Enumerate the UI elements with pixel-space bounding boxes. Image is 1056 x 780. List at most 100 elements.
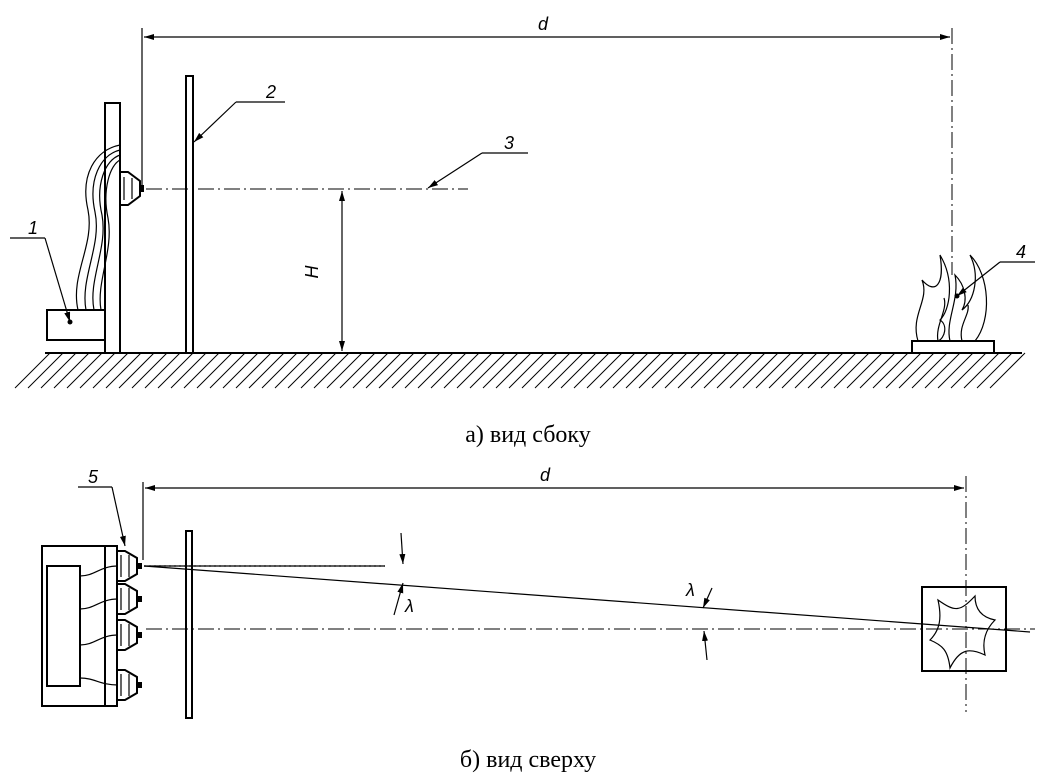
hatch-line	[404, 352, 441, 389]
flame	[915, 254, 951, 342]
hatch-line	[924, 352, 961, 389]
hatch-line	[40, 352, 77, 389]
device-base-block	[46, 309, 106, 341]
callout-3-label: 3	[504, 133, 514, 153]
callout-5: 5	[78, 467, 126, 547]
flame	[948, 254, 988, 342]
screen-top	[185, 530, 193, 719]
callout-2: 2	[193, 82, 285, 143]
hatch-line	[950, 352, 987, 389]
callout-4-label: 4	[1016, 242, 1026, 262]
cable	[75, 144, 121, 311]
height-label: H	[302, 265, 322, 279]
cable	[92, 154, 121, 311]
hatch-line	[482, 352, 519, 389]
hatch-line	[612, 352, 649, 389]
hatch-line	[443, 352, 480, 389]
top-view: λ λ d 5 б) вид сверху	[41, 465, 1035, 773]
screen	[185, 75, 194, 354]
hatch-line	[352, 352, 389, 389]
hatch-line	[495, 352, 532, 389]
hatch-line	[92, 352, 129, 389]
hatch-line	[625, 352, 662, 389]
hatch-line	[768, 352, 805, 389]
hatch-line	[703, 352, 740, 389]
hatch-line	[326, 352, 363, 389]
hatch-line	[599, 352, 636, 389]
hatch-line	[534, 352, 571, 389]
hatch-line	[872, 352, 909, 389]
hatch-line	[508, 352, 545, 389]
detector-heads	[116, 550, 142, 701]
callout-5-label: 5	[88, 467, 99, 487]
hatch-line	[53, 352, 90, 389]
angle-arrow	[399, 532, 406, 565]
device-wall	[104, 102, 121, 354]
callout-4: 4	[956, 242, 1035, 297]
hatch-line	[677, 352, 714, 389]
sight-line	[143, 565, 1031, 633]
flame	[936, 297, 946, 342]
hatch-line	[521, 352, 558, 389]
hatch-line	[183, 352, 220, 389]
hatch-line	[781, 352, 818, 389]
hatch-line	[859, 352, 896, 389]
hatch-line	[105, 352, 142, 389]
hatch-line	[807, 352, 844, 389]
hatch-line	[27, 352, 64, 389]
cable	[84, 149, 121, 311]
hatch-line	[846, 352, 883, 389]
angle-label-lower: λ	[685, 580, 695, 600]
callout-1: 1	[10, 218, 71, 323]
hatch-line	[209, 352, 246, 389]
hatch-line	[716, 352, 753, 389]
hatch-line	[157, 352, 194, 389]
hatch-line	[456, 352, 493, 389]
hatch-line	[638, 352, 675, 389]
hatch-line	[79, 352, 116, 389]
hatch-line	[235, 352, 272, 389]
hatch-line	[989, 352, 1026, 389]
hatch-line	[963, 352, 1000, 389]
hatch-line	[573, 352, 610, 389]
hatch-line	[742, 352, 779, 389]
hatch-line	[378, 352, 415, 389]
angle-arrow	[702, 630, 709, 661]
hatch-line	[729, 352, 766, 389]
hatch-line	[755, 352, 792, 389]
hatch-line	[911, 352, 948, 389]
flame-star	[928, 594, 997, 671]
detector-head	[116, 619, 142, 651]
hatch-line	[144, 352, 181, 389]
ground-hatching	[14, 352, 1026, 389]
housing-inner	[46, 565, 81, 687]
hatch-line	[690, 352, 727, 389]
hatch-line	[339, 352, 376, 389]
hatch-line	[365, 352, 402, 389]
hatch-line	[586, 352, 623, 389]
callout-1-label: 1	[28, 218, 38, 238]
hatch-line	[313, 352, 350, 389]
side-view: H d 1 2 3 4	[10, 14, 1035, 448]
hatch-line	[131, 352, 168, 389]
callout-2-label: 2	[265, 82, 276, 102]
caption-top-view: б) вид сверху	[460, 747, 596, 773]
wire	[79, 565, 119, 577]
detector-lens	[140, 185, 144, 192]
hatch-line	[274, 352, 311, 389]
angle-label-upper: λ	[404, 596, 414, 616]
hatch-line	[248, 352, 285, 389]
hatch-line	[651, 352, 688, 389]
hatch-line	[885, 352, 922, 389]
angle-arrow	[702, 587, 713, 609]
hatch-line	[14, 352, 51, 389]
detector-head	[116, 583, 142, 615]
angle-arrow	[393, 582, 404, 616]
hatch-line	[66, 352, 103, 389]
caption-side-view: а) вид сбоку	[465, 422, 591, 448]
detector-head	[119, 171, 141, 206]
hatch-line	[547, 352, 584, 389]
hatch-line	[196, 352, 233, 389]
hatch-line	[794, 352, 831, 389]
